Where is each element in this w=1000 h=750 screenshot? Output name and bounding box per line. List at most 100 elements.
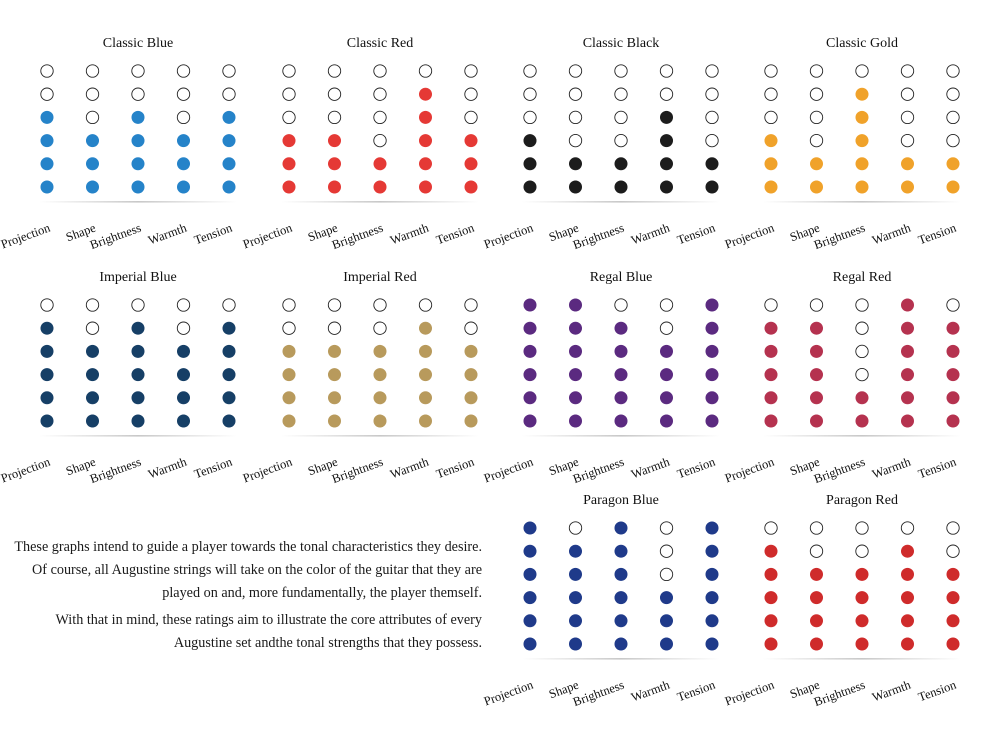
- category-label: Warmth: [870, 454, 913, 481]
- rating-dot-filled: [568, 591, 582, 605]
- rating-dot-empty: [282, 298, 296, 312]
- rating-dot-empty: [764, 298, 778, 312]
- rating-dot-filled: [373, 157, 387, 171]
- rating-dot-filled: [855, 134, 869, 148]
- rating-dot-empty: [327, 64, 342, 78]
- description-paragraph-2: With that in mind, these ratings aim to …: [2, 609, 482, 655]
- rating-dot-filled: [373, 414, 387, 428]
- rating-dot-filled: [222, 180, 236, 194]
- rating-dot-filled: [809, 344, 823, 358]
- rating-dot-empty: [614, 87, 628, 101]
- rating-dot-filled: [946, 157, 960, 171]
- rating-dot-filled: [705, 157, 719, 171]
- rating-dot-empty: [282, 64, 296, 78]
- rating-dot-filled: [705, 614, 719, 628]
- rating-dot-empty: [855, 544, 869, 558]
- rating-dot-filled: [705, 521, 719, 535]
- rating-dot-filled: [131, 391, 145, 405]
- rating-dot-filled: [764, 591, 778, 605]
- chart-title: Regal Red: [833, 270, 892, 285]
- rating-dot-filled: [222, 110, 236, 124]
- rating-dot-filled: [568, 157, 582, 171]
- category-label: Brightness: [330, 455, 385, 486]
- rating-dot-filled: [568, 544, 582, 558]
- rating-dot-filled: [764, 368, 778, 382]
- rating-dot-filled: [764, 391, 778, 405]
- rating-dot-empty: [373, 110, 387, 125]
- category-label: Warmth: [146, 454, 189, 481]
- rating-dot-filled: [764, 321, 778, 335]
- rating-dot-empty: [705, 87, 719, 101]
- category-label: Warmth: [388, 220, 431, 247]
- rating-dot-filled: [946, 180, 960, 194]
- rating-dot-filled: [40, 157, 54, 171]
- rating-dot-filled: [327, 180, 341, 194]
- rating-dot-empty: [809, 544, 824, 558]
- rating-dot-filled: [282, 180, 296, 194]
- rating-dot-empty: [40, 64, 54, 78]
- rating-dot-filled: [177, 180, 191, 194]
- rating-dot-filled: [523, 614, 537, 628]
- rating-dot-filled: [418, 344, 432, 358]
- rating-dot-filled: [614, 567, 628, 581]
- rating-dot-filled: [809, 567, 823, 581]
- rating-dot-filled: [523, 544, 537, 558]
- rating-dot-filled: [614, 391, 628, 405]
- rating-dot-filled: [900, 591, 914, 605]
- rating-dot-filled: [900, 157, 914, 171]
- rating-dot-filled: [764, 544, 778, 558]
- rating-dot-empty: [85, 64, 100, 78]
- rating-dot-empty: [176, 87, 191, 101]
- rating-dot-filled: [222, 344, 236, 358]
- category-label: Warmth: [629, 454, 672, 481]
- rating-dot-filled: [900, 544, 914, 558]
- rating-dot-empty: [809, 64, 824, 78]
- rating-dot-empty: [85, 298, 100, 312]
- rating-dot-empty: [946, 110, 960, 125]
- rating-dot-empty: [855, 521, 869, 535]
- rating-dot-filled: [855, 110, 869, 124]
- rating-dot-filled: [282, 414, 296, 428]
- rating-dot-filled: [705, 414, 719, 428]
- rating-dot-filled: [523, 180, 537, 194]
- category-label: Tension: [434, 454, 477, 481]
- rating-dot-filled: [86, 368, 100, 382]
- rating-dot-filled: [177, 414, 191, 428]
- rating-dot-filled: [568, 344, 582, 358]
- rating-dot-filled: [659, 591, 673, 605]
- rating-dot-empty: [568, 110, 583, 125]
- category-label: Warmth: [146, 220, 189, 247]
- rating-dot-filled: [900, 180, 914, 194]
- rating-dot-filled: [659, 614, 673, 628]
- category-label: Brightness: [571, 455, 626, 486]
- rating-dot-filled: [523, 637, 537, 651]
- rating-dot-filled: [705, 368, 719, 382]
- rating-dot-filled: [855, 180, 869, 194]
- rating-dot-filled: [900, 414, 914, 428]
- rating-dot-filled: [373, 344, 387, 358]
- rating-dot-empty: [855, 367, 869, 382]
- rating-dot-filled: [86, 180, 100, 194]
- category-label: Warmth: [388, 454, 431, 481]
- rating-dot-empty: [40, 298, 54, 312]
- rating-dot-filled: [659, 414, 673, 428]
- rating-dot-filled: [946, 414, 960, 428]
- rating-dot-empty: [222, 64, 236, 78]
- category-label: Warmth: [629, 677, 672, 704]
- rating-dot-filled: [900, 298, 914, 312]
- rating-dot-filled: [86, 134, 100, 148]
- rating-dot-empty: [659, 521, 674, 535]
- rating-dot-empty: [764, 110, 778, 125]
- rating-dot-filled: [764, 134, 778, 148]
- rating-dot-empty: [900, 64, 915, 78]
- rating-dot-filled: [282, 134, 296, 148]
- rating-dot-empty: [659, 64, 674, 78]
- rating-dot-filled: [946, 344, 960, 358]
- rating-dot-empty: [176, 64, 191, 78]
- rating-dot-filled: [764, 414, 778, 428]
- rating-dot-filled: [568, 567, 582, 581]
- rating-dot-filled: [177, 391, 191, 405]
- rating-dot-filled: [614, 591, 628, 605]
